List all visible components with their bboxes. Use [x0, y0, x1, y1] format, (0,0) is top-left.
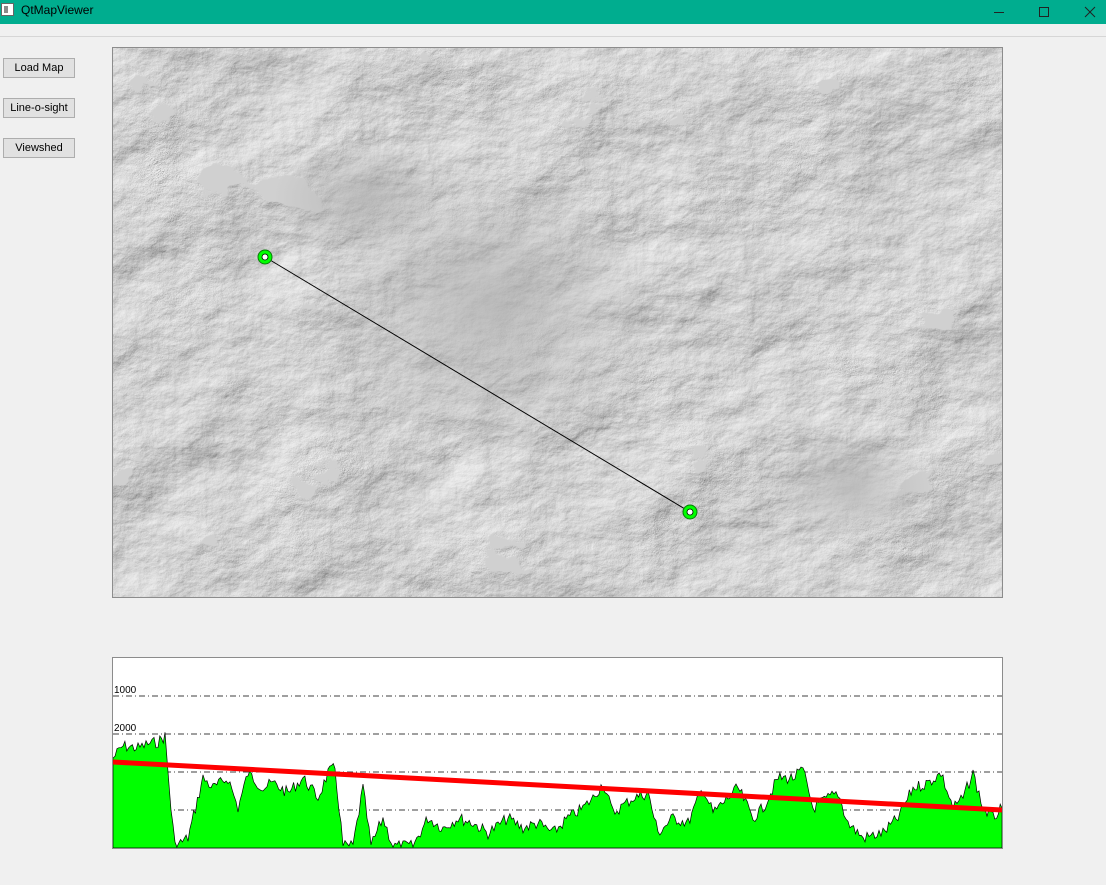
minimize-button[interactable] [976, 0, 1022, 24]
viewshed-button[interactable]: Viewshed [3, 138, 75, 158]
gridline-label: 2000 [114, 723, 137, 734]
hillshade-map [113, 48, 1002, 597]
app-icon [1, 3, 14, 16]
load-map-button[interactable]: Load Map [3, 58, 75, 78]
terrain-profile [113, 732, 1002, 848]
sight-line [264, 256, 691, 513]
title-bar: QtMapViewer [0, 0, 1106, 24]
minimize-icon [994, 12, 1004, 13]
elevation-profile: 1000200030004000 [112, 657, 1003, 849]
gridline-label: 1000 [114, 685, 137, 696]
target-marker[interactable] [682, 504, 698, 520]
maximize-button[interactable] [1021, 0, 1067, 24]
profile-chart: 1000200030004000 [113, 685, 1002, 848]
close-button[interactable] [1067, 0, 1106, 24]
maximize-icon [1039, 7, 1049, 17]
observer-marker[interactable] [257, 249, 273, 265]
menu-bar [0, 24, 1106, 37]
sight-line-profile [113, 759, 1002, 813]
close-icon [1084, 6, 1096, 18]
window-title: QtMapViewer [21, 3, 94, 17]
line-of-sight-button[interactable]: Line-o-sight [3, 98, 75, 118]
map-view[interactable] [112, 47, 1003, 598]
